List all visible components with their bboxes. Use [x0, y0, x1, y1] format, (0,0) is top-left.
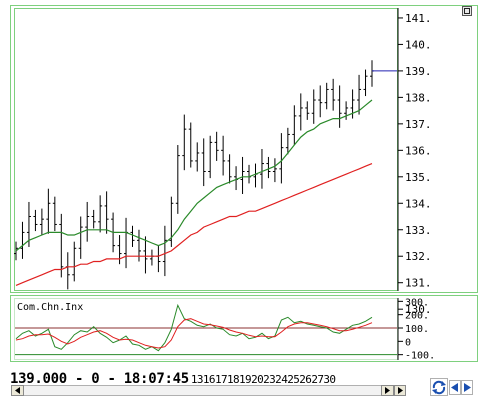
price-bar: [14, 241, 18, 261]
date-label: 26: [299, 372, 312, 386]
price-bar: [208, 135, 213, 179]
indicator-tick-label: 200.: [405, 311, 429, 322]
indicator-title: Com.Chn.Inx: [17, 302, 83, 313]
price-bar: [305, 101, 310, 120]
price-bar: [227, 154, 232, 184]
date-label: 27: [311, 372, 324, 386]
price-bar: [363, 69, 368, 97]
price-bar: [104, 191, 109, 234]
indicator-fast-line: [15, 303, 373, 352]
date-label: 25: [287, 372, 300, 386]
price-tick-label: 137.: [405, 118, 432, 131]
price-tick-label: 133.: [405, 224, 432, 237]
price-bar: [266, 156, 271, 179]
indicator-tick-label: -100.: [405, 351, 435, 362]
price-bar: [72, 241, 77, 282]
price-tick-label: 140.: [405, 38, 432, 51]
price-bar: [39, 208, 44, 236]
price-bar: [188, 122, 193, 168]
price-series: [14, 60, 397, 290]
price-bar: [221, 135, 226, 176]
date-label: 16: [202, 372, 216, 386]
scroll-left-arrow-icon[interactable]: [11, 385, 24, 396]
price-panel-frame: [10, 5, 478, 293]
price-bar: [20, 221, 25, 259]
price-bar: [272, 158, 277, 183]
price-bar: [182, 114, 187, 171]
price-bar: [162, 225, 167, 277]
price-bar: [214, 131, 219, 161]
price-tick-label: 132.: [405, 250, 432, 263]
price-bar: [201, 138, 206, 187]
date-label: 23: [263, 372, 276, 386]
price-bar: [331, 78, 336, 111]
scroll-right-arrow-icon[interactable]: [381, 385, 394, 396]
long-moving-average-line: [15, 163, 373, 286]
indicator-lines: [15, 303, 373, 352]
date-axis-labels: 131617181920232425262730: [191, 373, 336, 386]
maximize-icon[interactable]: [462, 6, 472, 16]
price-tick-label: 130.: [405, 303, 432, 316]
price-bar: [240, 156, 245, 195]
price-tick-label: 135.: [405, 171, 432, 184]
price-bar: [285, 127, 290, 155]
price-bar: [98, 195, 103, 233]
date-label: 24: [275, 372, 288, 386]
indicator-tick-label: 300.: [405, 297, 429, 308]
price-tick-label: 141.: [405, 12, 432, 25]
price-tick-label: 139.: [405, 65, 432, 78]
price-bar: [26, 201, 31, 247]
price-bar: [175, 145, 180, 214]
prev-arrow-icon[interactable]: [449, 380, 461, 395]
price-bar: [279, 133, 284, 184]
price-bar: [59, 213, 64, 278]
price-bar: [169, 196, 174, 247]
price-bar: [292, 105, 297, 146]
price-tick-label: 138.: [405, 91, 432, 104]
price-tick-label: 134.: [405, 197, 432, 210]
indicator-axis: 300. 200. 100. 0 -100.: [15, 297, 435, 362]
price-bar: [130, 225, 135, 247]
price-bar: [85, 201, 90, 242]
price-bar: [259, 149, 264, 189]
date-label: 13: [190, 372, 204, 386]
price-bar: [143, 236, 148, 274]
date-label: 19: [239, 372, 252, 386]
price-bar: [318, 85, 323, 118]
price-axis: 130. 131. 132. 133. 134. 135. 136. 137. 138. 139.…: [397, 8, 432, 316]
price-bar: [33, 209, 38, 232]
price-time-readout: 139.000 - 0 - 18:07:45: [10, 371, 189, 387]
indicator-tick-label: 0: [405, 337, 411, 348]
price-tick-label: 131.: [405, 277, 432, 290]
date-label: 20: [251, 372, 264, 386]
scroll-right-end-icon[interactable]: [394, 385, 406, 396]
date-label: 18: [226, 372, 240, 386]
price-bar: [91, 209, 96, 229]
date-label: 30: [323, 372, 336, 386]
price-tick-label: 136.: [405, 144, 432, 157]
short-moving-average-line: [15, 99, 373, 252]
price-bar: [311, 89, 316, 124]
price-bar: [46, 188, 51, 234]
refresh-icon[interactable]: [430, 378, 448, 396]
moving-average-lines: [15, 99, 373, 286]
price-bar: [357, 74, 362, 115]
price-bar: [324, 82, 329, 110]
next-arrow-icon[interactable]: [461, 380, 473, 395]
price-bar: [344, 101, 349, 120]
price-bar: [78, 216, 83, 259]
status-bar: 139.000 - 0 - 18:07:45 13161718192023242…: [10, 368, 430, 390]
price-bar: [298, 93, 303, 131]
date-label: 17: [214, 372, 228, 386]
price-bar: [195, 142, 200, 172]
indicator-slow-line: [15, 318, 373, 349]
price-bar: [52, 196, 57, 232]
price-bar: [337, 85, 342, 128]
indicator-tick-label: 100.: [405, 324, 429, 335]
